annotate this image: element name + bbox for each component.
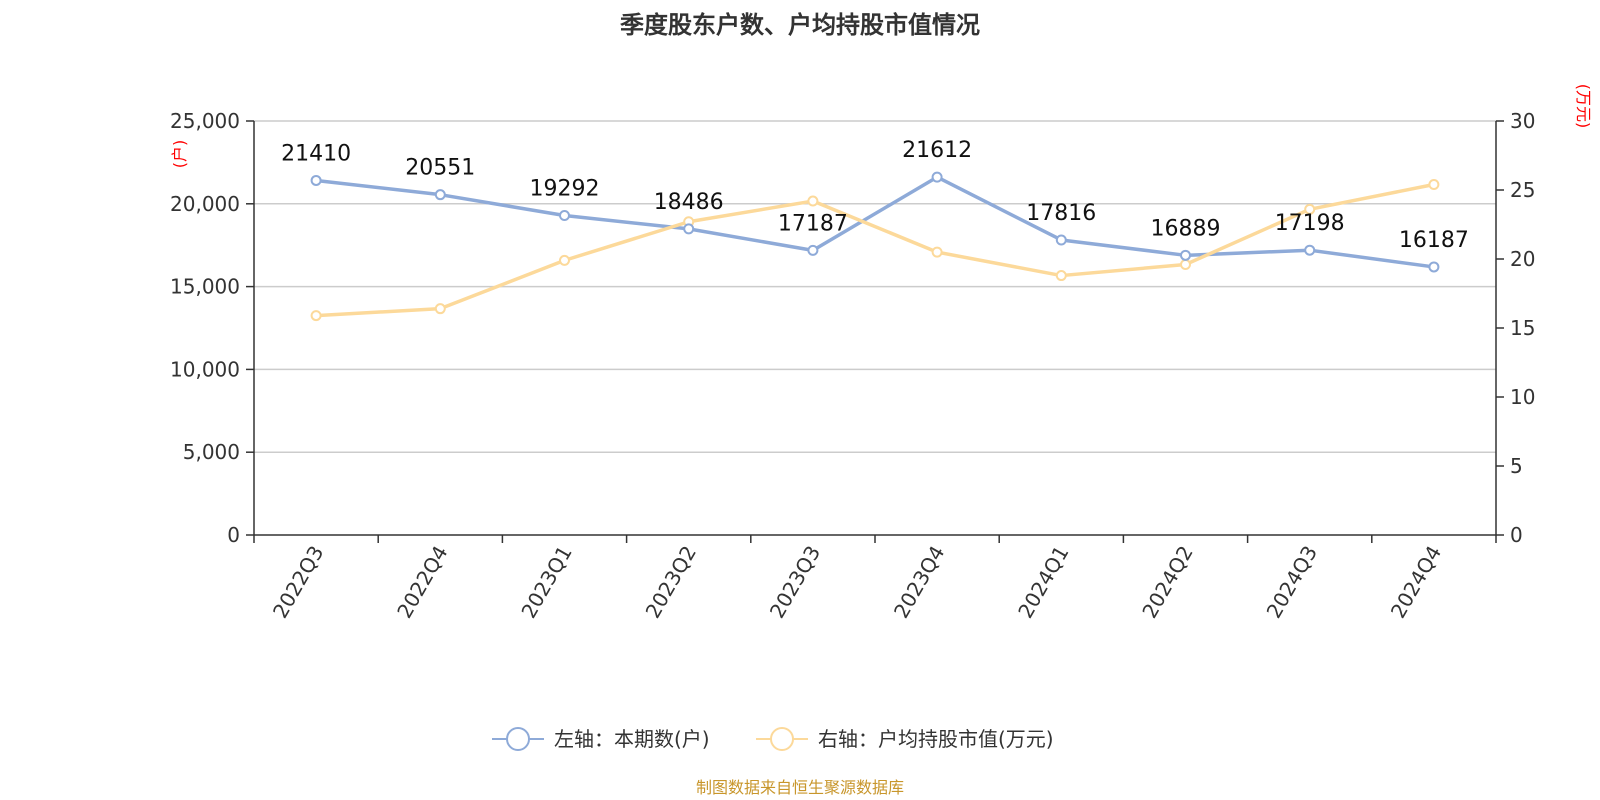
data-labels: 21410 20551 19292 18486 17187 21612 17816 16889… <box>281 138 1469 253</box>
data-label: 18486 <box>654 190 724 215</box>
right-tick-label: 15 <box>1510 316 1535 340</box>
right-tick-label: 25 <box>1510 178 1535 202</box>
data-label: 20551 <box>405 156 475 181</box>
chart-title: 季度股东户数、户均持股市值情况 <box>620 11 980 39</box>
x-tick-label: 2023Q1 <box>516 542 576 623</box>
legend-circle-icon <box>770 727 794 751</box>
x-tick-label: 2023Q3 <box>765 542 825 623</box>
data-point-market-value <box>434 303 446 315</box>
left-tick-label: 5,000 <box>183 440 240 464</box>
data-label: 21410 <box>281 141 351 166</box>
right-tick-label: 10 <box>1510 385 1535 409</box>
legend-label: 右轴：户均持股市值(万元) <box>818 727 1054 751</box>
series-line-market-value <box>316 182 1435 318</box>
left-tick-label: 0 <box>227 523 240 547</box>
legend-item-market-value[interactable]: 右轴：户均持股市值(万元) <box>756 727 1054 751</box>
data-point-market-value <box>1180 259 1191 271</box>
data-point-market-value <box>931 246 943 258</box>
data-point-holders <box>1304 244 1316 256</box>
data-label: 17816 <box>1026 201 1096 226</box>
data-point-holders <box>434 189 446 201</box>
x-tick-label: 2023Q4 <box>889 542 949 623</box>
x-tick-label: 2024Q4 <box>1386 542 1446 623</box>
legend[interactable]: 左轴：本期数(户) 右轴：户均持股市值(万元) <box>492 727 1054 751</box>
data-point-market-value <box>310 310 322 322</box>
data-point-holders <box>807 244 819 256</box>
legend-item-holders[interactable]: 左轴：本期数(户) <box>492 727 710 751</box>
data-point-market-value <box>1304 203 1316 215</box>
legend-label: 左轴：本期数(户) <box>554 727 710 751</box>
data-point-market-value <box>559 254 570 266</box>
x-tick-label: 2024Q3 <box>1262 542 1322 623</box>
right-axis-unit: (万元) <box>1574 84 1593 129</box>
left-tick-label: 20,000 <box>170 192 240 216</box>
series-line-holders <box>315 175 1435 269</box>
x-tick-label: 2023Q2 <box>641 542 701 623</box>
x-tick-label: 2022Q3 <box>268 542 328 623</box>
x-tick-label: 2022Q4 <box>392 542 452 623</box>
left-tick-label: 15,000 <box>170 275 240 299</box>
data-point-holders <box>1428 261 1440 273</box>
data-point-market-value <box>1055 270 1067 282</box>
data-label: 17187 <box>778 211 848 236</box>
data-label: 16889 <box>1151 216 1221 241</box>
right-tick-label: 20 <box>1510 247 1535 271</box>
data-point-market-value <box>1428 178 1440 190</box>
data-point-market-value <box>807 195 819 207</box>
legend-circle-icon <box>506 727 530 751</box>
x-tick-label: 2024Q1 <box>1013 542 1073 623</box>
data-label: 19292 <box>530 177 600 202</box>
data-point-holders <box>310 174 322 186</box>
right-tick-label: 0 <box>1510 523 1523 547</box>
data-point-holders <box>1055 234 1067 246</box>
grid <box>254 120 1496 453</box>
data-label: 21612 <box>902 138 972 163</box>
left-tick-label: 10,000 <box>170 357 240 381</box>
data-point-holders <box>683 223 695 235</box>
data-point-holders <box>1180 249 1191 261</box>
series-layer <box>310 171 1440 322</box>
x-tick-label: 2024Q2 <box>1137 542 1197 623</box>
source-note: 制图数据来自恒生聚源数据库 <box>696 778 904 797</box>
data-point-holders <box>559 210 570 222</box>
data-point-holders <box>931 171 943 183</box>
data-label: 16187 <box>1399 228 1469 253</box>
left-axis-unit: (户) <box>170 140 189 169</box>
right-tick-label: 5 <box>1510 454 1523 478</box>
right-tick-label: 30 <box>1510 109 1535 133</box>
left-tick-label: 25,000 <box>170 109 240 133</box>
data-label: 17198 <box>1275 211 1345 236</box>
